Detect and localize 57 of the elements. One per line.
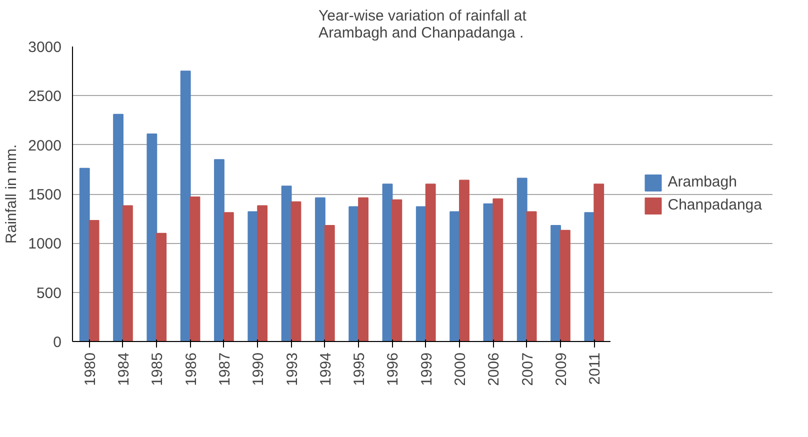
x-tick-label: 1993 [284,352,301,386]
x-tick-label: 1987 [216,352,234,386]
x-tick-label: 1984 [115,352,132,386]
chart-title: Year-wise variation of rainfall at Arambagh and Chanpadanga . [318,8,528,42]
bar [516,178,528,342]
bar [223,212,234,342]
x-tick-label: 2011 [586,352,604,385]
y-tick-label: 1000 [28,236,62,253]
bar [113,114,124,342]
y-tick-label: 2500 [28,88,62,106]
bar [290,201,302,342]
bar [594,184,604,342]
bar [314,197,326,342]
bar [324,224,335,342]
bar [358,197,368,342]
bar [526,211,537,342]
bar [79,168,90,342]
y-tick-label: 1500 [28,186,62,204]
bar [156,232,167,342]
bar [550,224,561,342]
x-tick-label: 2000 [452,352,470,386]
x-tick-label: 1990 [250,352,268,386]
y-tick-label: 2000 [28,137,62,154]
bar [492,198,504,342]
x-tick-label: 2006 [486,352,503,386]
bar [214,159,224,342]
bar [348,206,360,342]
x-tick-label: 1999 [418,352,436,386]
bar [122,205,133,342]
y-tick-label: 0 [53,334,62,351]
bar [459,180,470,342]
bar [281,186,292,342]
bar [180,70,191,342]
legend-label: Chanpadanga [668,196,762,214]
bar [257,205,268,342]
bar [392,199,402,342]
x-tick-label: 1985 [149,352,166,386]
bar [416,206,426,342]
bar [190,196,200,342]
x-tick-label: 1980 [82,352,99,386]
bar [584,212,595,342]
y-tick-label: 500 [36,284,62,302]
legend-label: Arambagh [668,174,737,190]
y-axis-title: Rainfall in mm. [3,144,20,244]
x-tick-label: 1986 [182,352,200,386]
x-tick-label: 2009 [552,352,570,386]
bar [88,220,100,342]
x-tick-label: 1995 [351,352,368,386]
x-tick-label: 1996 [384,352,402,386]
x-tick-label: 1994 [317,352,334,386]
bar [560,230,570,342]
x-tick-label: 2007 [519,352,536,386]
bar [146,134,158,342]
bar [450,211,460,342]
y-tick-label: 3000 [28,39,62,56]
bar [248,211,258,342]
bar [425,184,436,342]
